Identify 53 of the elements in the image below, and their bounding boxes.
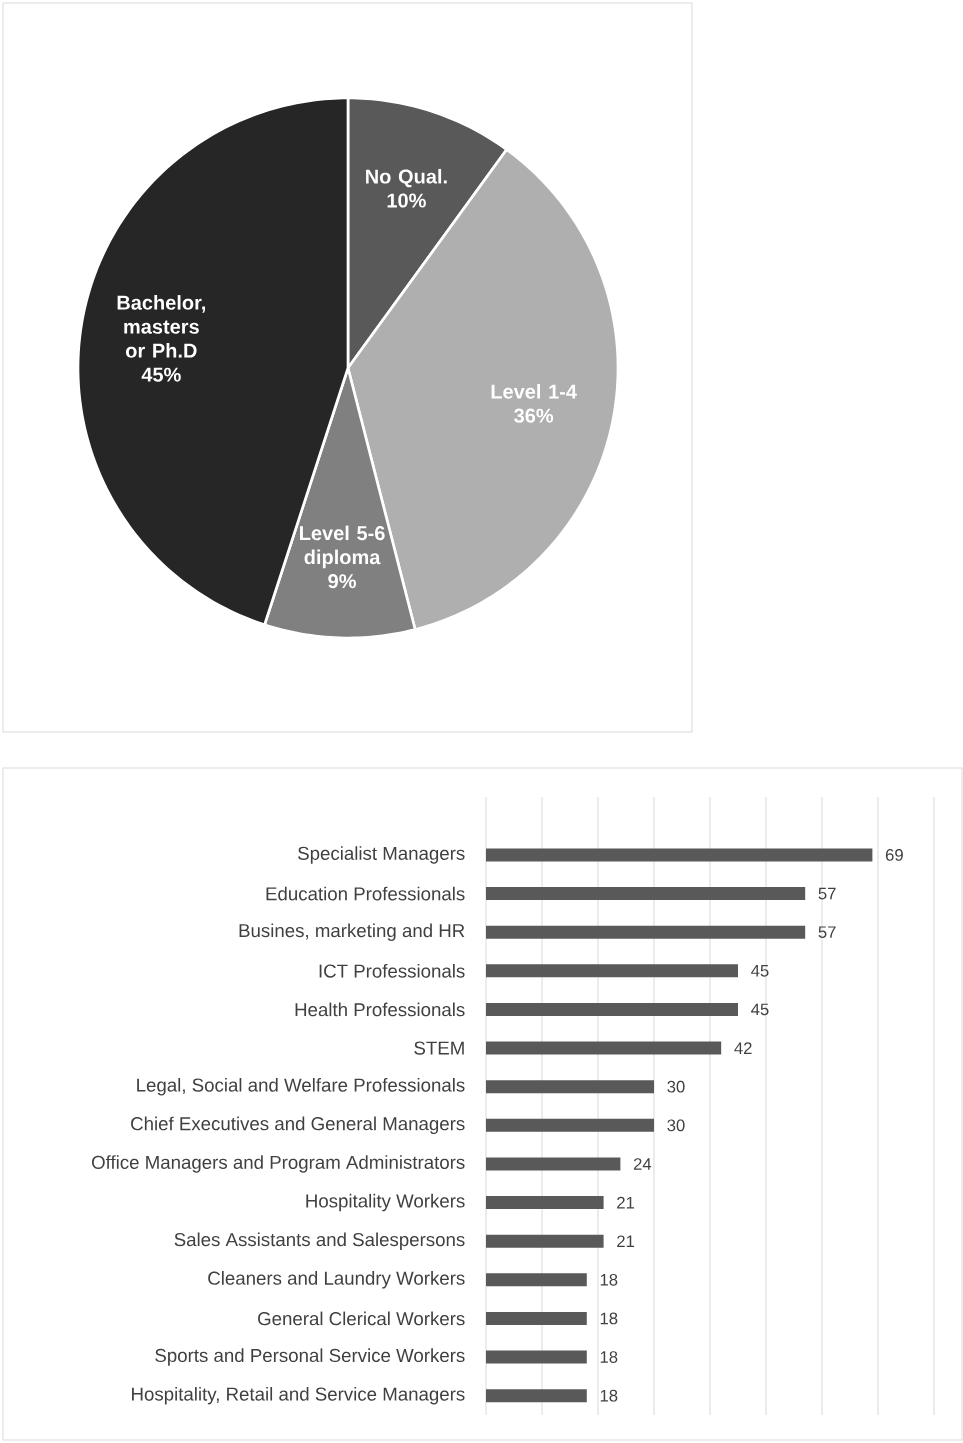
y-tick-label: STEM bbox=[414, 1041, 464, 1055]
data-label: 18 bbox=[600, 1312, 618, 1325]
bar bbox=[486, 1311, 587, 1325]
y-tick-label: General Clerical Workers bbox=[258, 1311, 465, 1326]
data-label: 45 bbox=[751, 965, 769, 977]
y-tick-label: Hospitality, Retail and Service Managers bbox=[132, 1386, 465, 1405]
bar bbox=[486, 925, 806, 939]
data-label: 9% bbox=[328, 574, 356, 589]
bar bbox=[486, 1234, 604, 1248]
data-label: 18 bbox=[600, 1273, 618, 1286]
y-tick-label: Sales Assistants and Salespersons bbox=[174, 1232, 465, 1250]
data-label: 30 bbox=[667, 1080, 685, 1093]
bar bbox=[486, 848, 873, 862]
data-label: 18 bbox=[600, 1389, 618, 1402]
data-label: 45 bbox=[751, 1003, 769, 1016]
data-label: 36% bbox=[514, 408, 554, 423]
bar bbox=[486, 1350, 587, 1364]
bar bbox=[486, 1080, 654, 1094]
bar bbox=[486, 1002, 738, 1016]
bar bbox=[486, 1157, 621, 1171]
y-tick-label: Education Professionals bbox=[266, 886, 465, 901]
slice-label: Level 5-6 diploma bbox=[300, 525, 385, 569]
y-tick-label: Office Managers and Program Administrators bbox=[91, 1155, 465, 1173]
y-tick-label: Sports and Personal Service Workers bbox=[155, 1348, 465, 1366]
y-tick-label: ICT Professionals bbox=[319, 963, 465, 978]
bar bbox=[486, 964, 738, 978]
data-label: 42 bbox=[734, 1042, 752, 1054]
slice-label: No Qual. bbox=[366, 168, 447, 188]
data-label: 57 bbox=[818, 887, 836, 900]
y-tick-label: Specialist Managers bbox=[298, 846, 465, 864]
bar bbox=[486, 1389, 587, 1403]
bar bbox=[486, 887, 806, 901]
y-tick-label: Health Professionals bbox=[295, 1002, 465, 1017]
y-tick-label: Busines, marketing and HR bbox=[239, 923, 465, 941]
y-tick-label: Cleaners and Laundry Workers bbox=[208, 1271, 465, 1289]
data-label: 10% bbox=[387, 193, 426, 208]
bar bbox=[486, 1041, 722, 1055]
slice-label: Level 1-4 bbox=[491, 384, 577, 399]
slice-label: Bachelor, masters or Ph.D bbox=[117, 295, 206, 358]
y-tick-label: Hospitality Workers bbox=[306, 1193, 465, 1212]
bar bbox=[486, 1118, 654, 1132]
data-label: 57 bbox=[818, 926, 836, 939]
y-tick-label: Legal, Social and Welfare Professionals bbox=[137, 1077, 465, 1096]
data-label: 30 bbox=[667, 1119, 685, 1132]
data-label: 21 bbox=[617, 1235, 635, 1248]
y-tick-label: Chief Executives and General Managers bbox=[131, 1116, 465, 1135]
bar bbox=[486, 1273, 587, 1287]
data-label: 69 bbox=[885, 849, 903, 861]
bar bbox=[486, 1196, 604, 1210]
data-label: 18 bbox=[600, 1351, 618, 1363]
data-label: 45% bbox=[141, 367, 181, 382]
data-label: 24 bbox=[633, 1158, 652, 1170]
data-label: 21 bbox=[617, 1196, 635, 1209]
